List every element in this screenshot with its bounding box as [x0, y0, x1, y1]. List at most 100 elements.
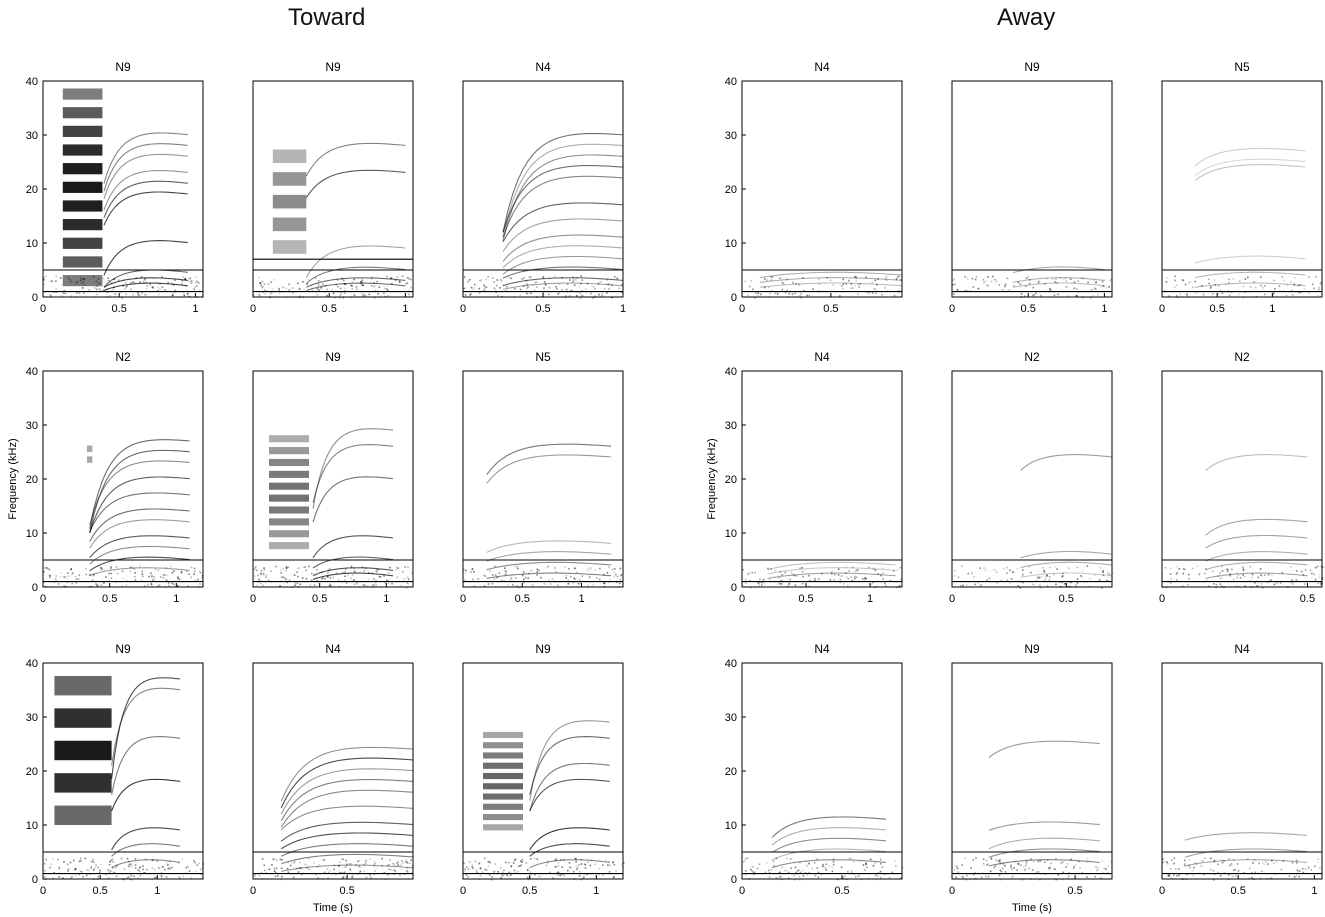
noise-speckle: [1017, 862, 1020, 865]
noise-speckle: [258, 874, 261, 877]
noise-speckle: [1176, 565, 1178, 568]
noise-speckle: [1075, 295, 1077, 297]
noise-speckle: [778, 577, 781, 579]
noise-speckle: [311, 572, 313, 575]
noise-speckle: [595, 577, 598, 579]
noise-speckle: [1002, 862, 1004, 865]
noise-speckle: [573, 567, 576, 570]
noise-speckle: [1281, 276, 1284, 278]
noise-speckle: [956, 288, 959, 291]
noise-speckle: [834, 573, 836, 576]
x-tick-label: 0.5: [112, 303, 127, 315]
noise-speckle: [1057, 293, 1059, 296]
noise-speckle: [974, 583, 977, 586]
harmonic-band: [62, 237, 103, 249]
noise-speckle: [79, 870, 82, 873]
noise-speckle: [1177, 296, 1179, 299]
noise-speckle: [161, 276, 163, 278]
noise-speckle: [1031, 294, 1034, 297]
noise-speckle: [548, 286, 551, 289]
noise-speckle: [343, 287, 346, 290]
noise-speckle: [1204, 857, 1206, 860]
noise-speckle: [966, 277, 969, 280]
noise-speckle: [81, 871, 83, 873]
noise-speckle: [1219, 874, 1222, 877]
noise-speckle: [808, 871, 810, 874]
noise-speckle: [767, 567, 769, 570]
noise-speckle: [333, 864, 336, 867]
y-tick-label: 0: [731, 874, 737, 886]
noise-speckle: [988, 875, 990, 878]
noise-speckle: [744, 582, 747, 584]
noise-speckle: [194, 276, 197, 278]
noise-speckle: [260, 569, 263, 572]
noise-speckle: [151, 585, 153, 587]
noise-speckle: [468, 278, 471, 281]
noise-speckle: [1220, 859, 1223, 862]
noise-speckle: [801, 869, 804, 872]
noise-speckle: [880, 877, 882, 879]
noise-speckle: [875, 874, 877, 877]
noise-speckle: [604, 287, 606, 290]
noise-speckle: [1049, 288, 1051, 290]
noise-speckle: [1102, 574, 1105, 577]
noise-speckle: [294, 859, 297, 862]
harmonic-contour: [502, 234, 624, 262]
x-tick-label: 0: [460, 885, 466, 897]
noise-speckle: [374, 870, 376, 872]
noise-speckle: [379, 296, 382, 299]
noise-speckle: [1194, 293, 1197, 295]
noise-speckle: [134, 572, 136, 574]
noise-speckle: [133, 282, 136, 284]
noise-speckle: [483, 857, 486, 860]
noise-speckle: [608, 860, 610, 863]
harmonic-band: [483, 824, 523, 831]
noise-speckle: [74, 874, 77, 877]
noise-speckle: [620, 574, 623, 576]
noise-speckle: [43, 283, 45, 286]
noise-speckle: [1213, 279, 1216, 281]
harmonic-contour: [103, 282, 188, 292]
noise-speckle: [983, 281, 985, 284]
noise-speckle: [293, 876, 295, 878]
noise-speckle: [188, 280, 190, 283]
noise-speckle: [1053, 868, 1055, 870]
noise-speckle: [362, 294, 365, 296]
noise-speckle: [1073, 867, 1075, 870]
noise-speckle: [275, 859, 278, 861]
noise-speckle: [287, 871, 290, 874]
noise-speckle: [808, 575, 810, 577]
noise-speckle: [1067, 876, 1070, 879]
noise-speckle: [1203, 873, 1206, 876]
noise-speckle: [129, 570, 132, 572]
noise-speckle: [338, 579, 340, 582]
noise-speckle: [868, 566, 870, 569]
noise-speckle: [1315, 275, 1317, 278]
noise-speckle: [1185, 293, 1188, 296]
noise-speckle: [403, 873, 406, 875]
noise-speckle: [155, 876, 157, 879]
noise-speckle: [91, 860, 94, 863]
noise-speckle: [108, 871, 111, 873]
noise-speckle: [328, 870, 331, 872]
noise-speckle: [794, 584, 797, 587]
noise-speckle: [468, 861, 471, 863]
noise-speckle: [1301, 867, 1304, 870]
noise-speckle: [1068, 875, 1070, 877]
noise-speckle: [524, 576, 527, 579]
noise-speckle: [464, 579, 467, 582]
noise-speckle: [343, 871, 346, 874]
harmonic-contour: [502, 133, 624, 233]
noise-speckle: [1205, 579, 1208, 582]
noise-speckle: [1300, 291, 1302, 294]
noise-speckle: [1098, 579, 1101, 581]
noise-speckle: [847, 870, 849, 873]
noise-speckle: [142, 865, 144, 867]
harmonic-contour: [1184, 859, 1307, 867]
noise-speckle: [869, 583, 872, 586]
noise-speckle: [71, 875, 73, 878]
noise-speckle: [744, 280, 747, 282]
noise-speckle: [512, 862, 515, 864]
noise-speckle: [1035, 292, 1037, 295]
noise-speckle: [587, 861, 589, 864]
